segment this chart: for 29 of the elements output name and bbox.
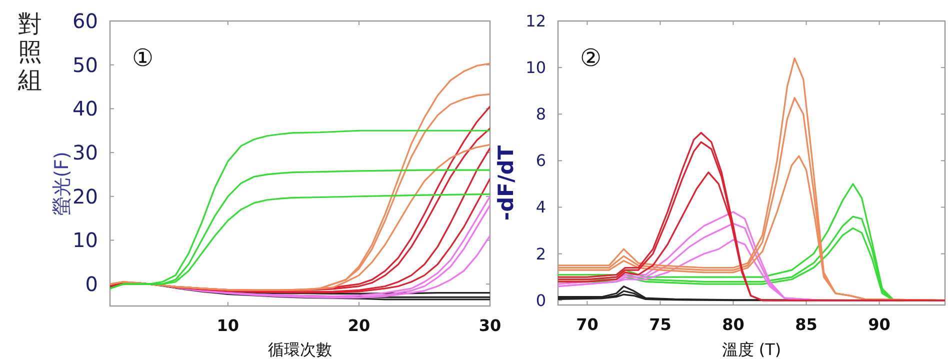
y-tick-label: 10 xyxy=(72,228,98,252)
y-axis-title: -dF/dT xyxy=(494,144,518,221)
x-tick-label: 90 xyxy=(868,315,890,334)
x-tick-label: 85 xyxy=(795,315,818,334)
y-axis-title: 螢光(F) xyxy=(51,152,73,216)
y-tick-label: 20 xyxy=(72,184,98,208)
y-tick-label: 12 xyxy=(526,12,546,30)
y-tick-label: 4 xyxy=(536,198,546,217)
x-tick-label: 70 xyxy=(576,315,598,334)
y-tick-label: 0 xyxy=(536,290,546,310)
y-tick-label: 40 xyxy=(72,96,98,121)
y-tick-label: 2 xyxy=(536,244,546,264)
annotation: ② xyxy=(580,44,602,72)
y-tick-label: 30 xyxy=(72,140,98,165)
x-tick-label: 30 xyxy=(478,316,502,335)
x-axis-title: 循環次數 xyxy=(268,340,332,359)
y-tick-label: 6 xyxy=(536,151,546,170)
x-axis-title: 溫度 (T) xyxy=(722,340,782,359)
y-tick-label: 8 xyxy=(536,104,546,124)
x-tick-label: 75 xyxy=(649,315,672,334)
y-tick-label: 60 xyxy=(72,9,98,33)
y-tick-label: 0 xyxy=(85,272,98,296)
y-tick-label: 10 xyxy=(526,58,546,78)
title: 對照組 xyxy=(18,10,42,94)
annotation: ① xyxy=(132,44,154,72)
x-tick-label: 20 xyxy=(348,316,370,335)
x-tick-label: 10 xyxy=(216,316,240,335)
y-tick-label: 50 xyxy=(72,52,98,77)
x-tick-label: 80 xyxy=(722,315,744,334)
